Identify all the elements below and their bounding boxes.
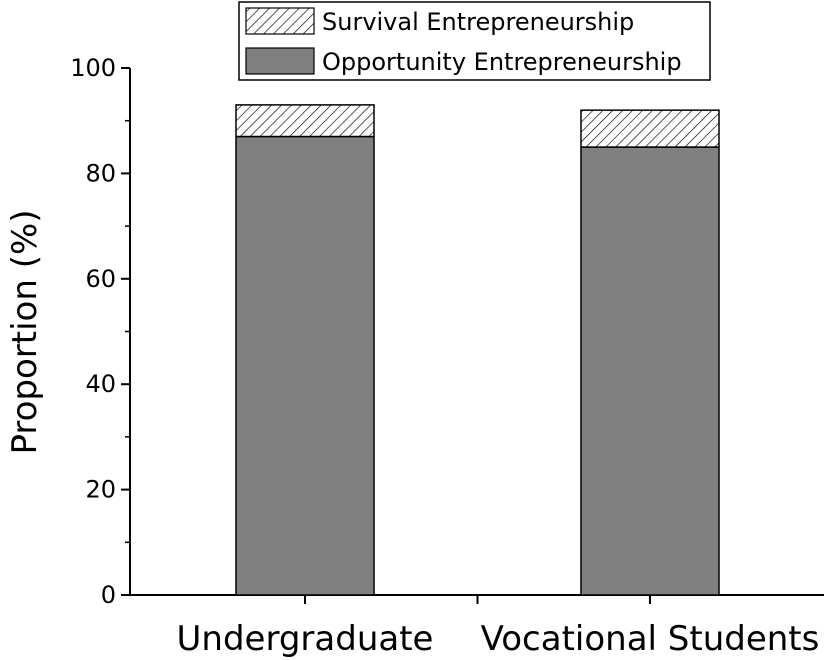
y-tick-label: 0 [101,581,116,609]
bar-opportunity-0 [235,135,375,596]
legend-label-survival: Survival Entrepreneurship [322,8,634,36]
x-category-label: Undergraduate [177,619,434,659]
bar-survival-1 [580,109,720,148]
y-tick-label: 60 [85,265,116,293]
legend: Survival Entrepreneurship Opportunity En… [238,1,711,81]
y-tick-label: 100 [70,54,116,82]
y-tick-label: 80 [85,159,116,187]
bars [235,104,720,596]
legend-swatch-opportunity [245,47,315,75]
y-axis-title: Proportion (%) [5,209,45,454]
y-tick-label: 40 [85,370,116,398]
bar-survival-0 [235,104,375,138]
legend-label-opportunity: Opportunity Entrepreneurship [322,48,682,76]
axes: 0 20 40 60 80 100 Undergraduate Vocational Stud… [70,54,824,659]
y-tick-label: 20 [85,476,116,504]
legend-swatch-survival [245,7,315,35]
bar-opportunity-1 [580,146,720,596]
legend-box [238,1,711,81]
x-category-label: Vocational Students [481,619,820,659]
